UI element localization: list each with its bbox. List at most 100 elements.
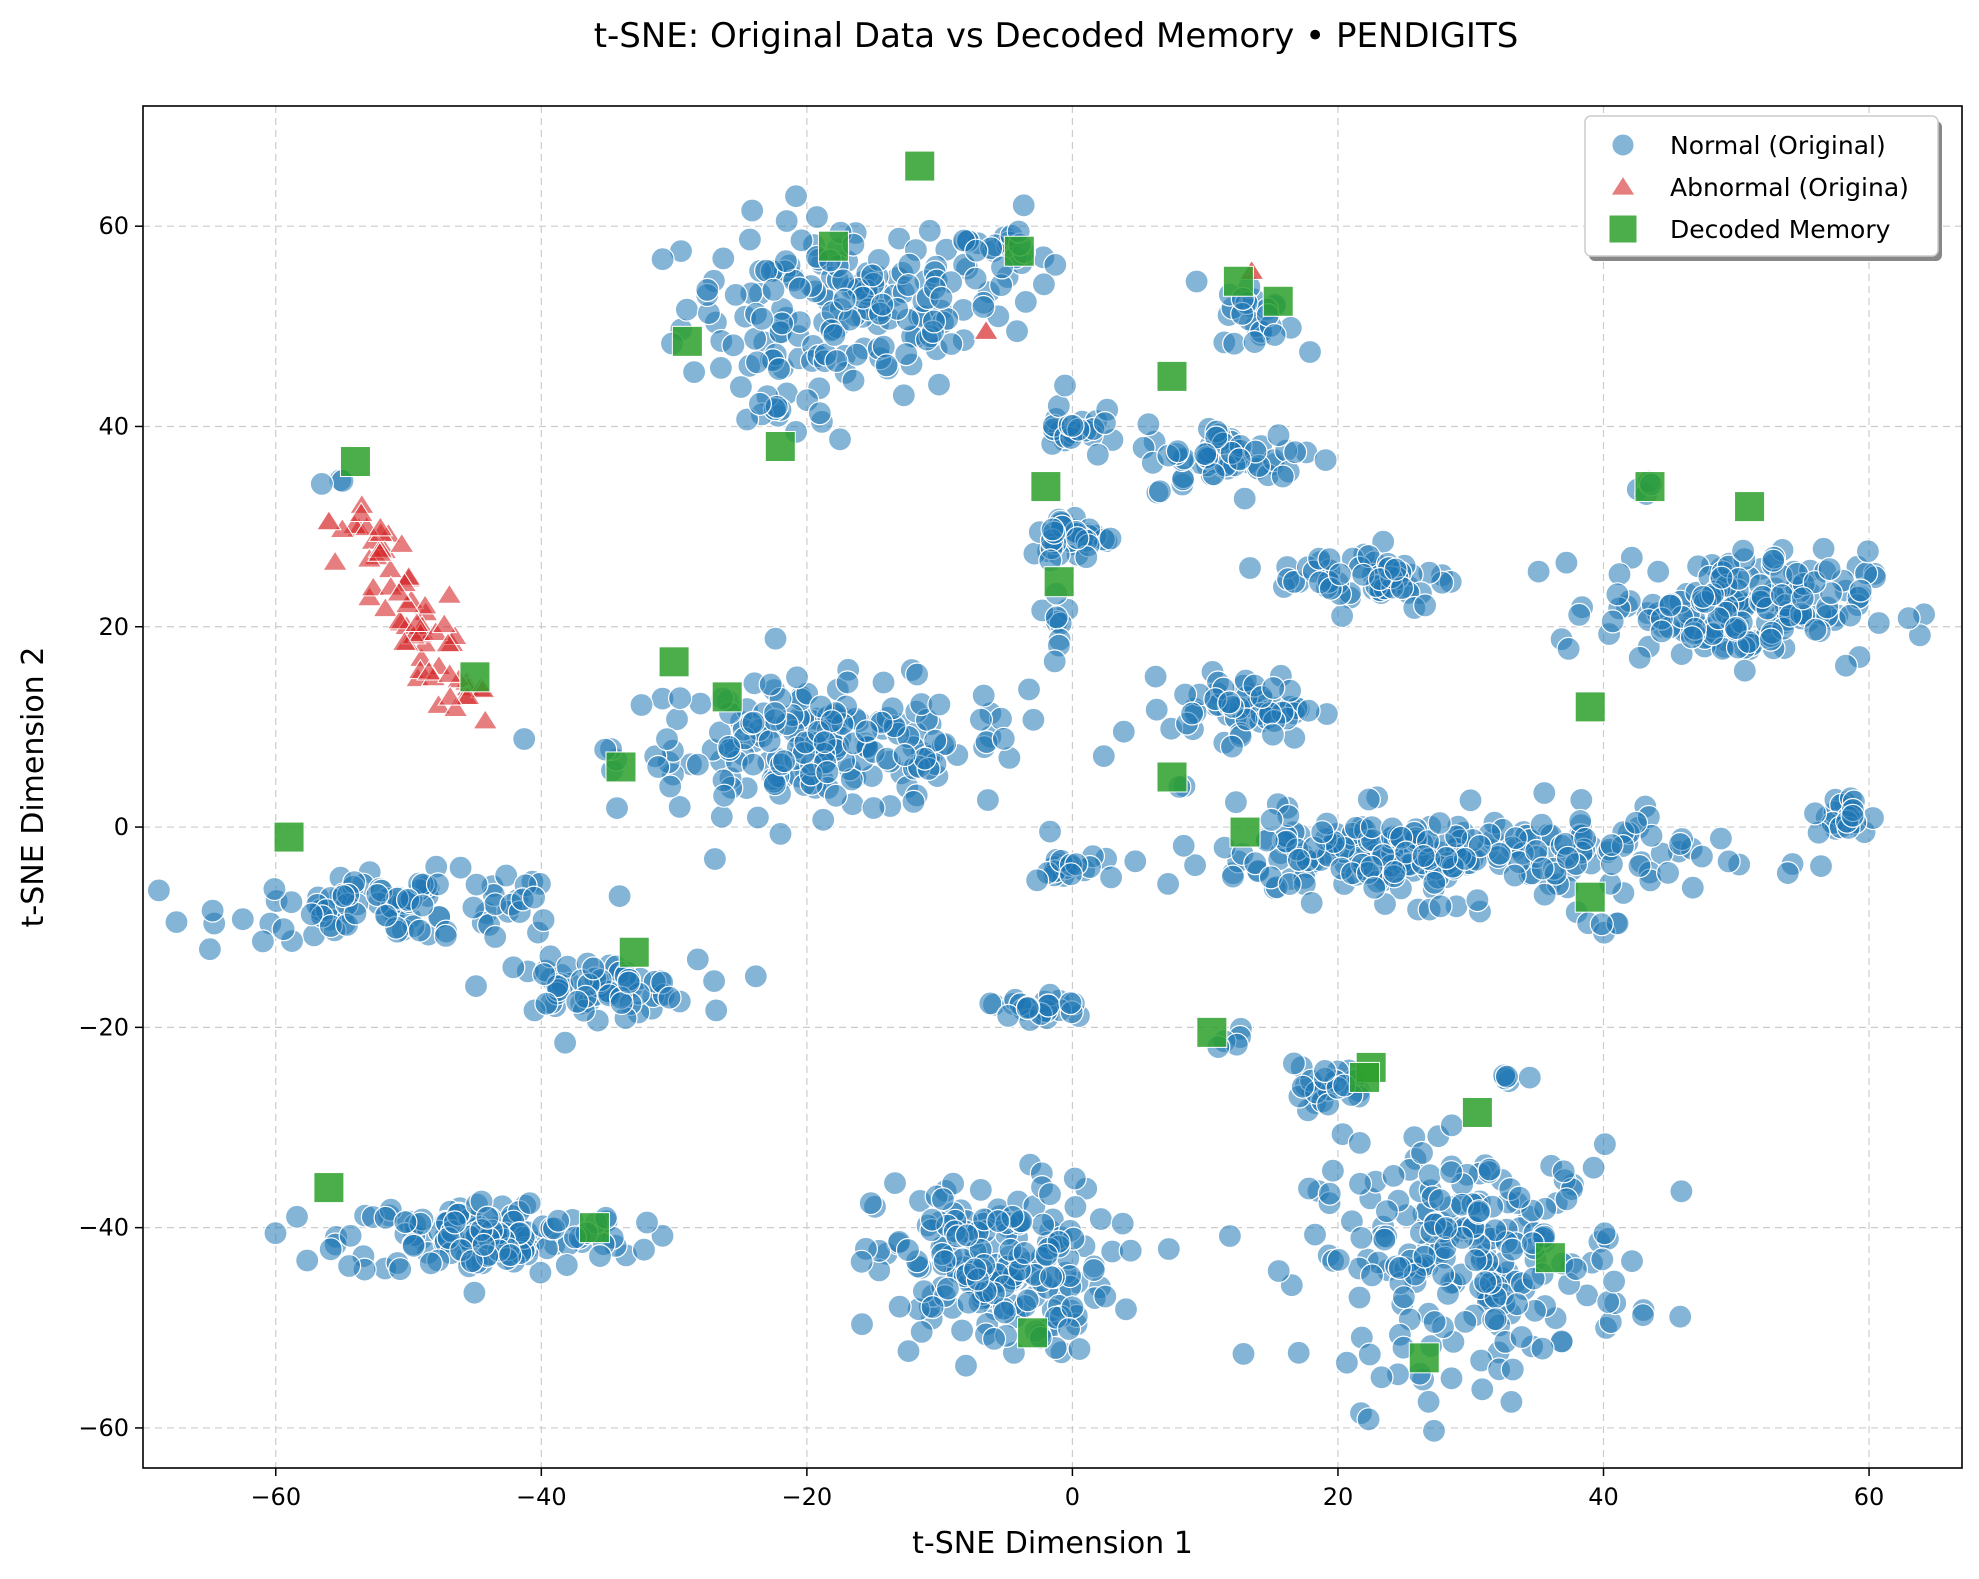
- normal-point: [1381, 1163, 1406, 1189]
- normal-point: [1619, 1248, 1645, 1274]
- normal-point: [650, 247, 675, 272]
- normal-point: [674, 297, 700, 322]
- abnormal-point: [386, 581, 413, 602]
- normal-point: [1357, 1342, 1382, 1367]
- normal-point: [708, 355, 734, 380]
- normal-point: [858, 1190, 883, 1216]
- normal-point: [711, 783, 737, 808]
- y-tick-label: −60: [78, 1414, 129, 1442]
- normal-point: [1581, 1155, 1606, 1180]
- normal-point: [1655, 860, 1681, 886]
- normal-point: [1044, 605, 1069, 630]
- normal-point: [1098, 526, 1123, 551]
- normal-point: [374, 903, 399, 928]
- normal-point: [607, 883, 632, 909]
- normal-point: [811, 807, 836, 832]
- normal-point: [1356, 787, 1381, 812]
- normal-point: [882, 1170, 908, 1196]
- normal-point: [1060, 1295, 1085, 1320]
- decoded-memory-point: [658, 646, 690, 678]
- abnormal-point: [437, 685, 464, 706]
- normal-point: [230, 907, 255, 932]
- normal-point: [1310, 820, 1335, 845]
- normal-point: [393, 1209, 418, 1235]
- normal-point: [629, 692, 654, 718]
- normal-point: [1031, 272, 1057, 297]
- normal-point: [1530, 856, 1555, 881]
- normal-point: [1015, 996, 1040, 1021]
- x-tick-label: −60: [250, 1483, 301, 1511]
- normal-point: [250, 929, 275, 954]
- abnormal-point: [403, 611, 430, 633]
- abnormal-point: [366, 541, 393, 562]
- normal-point: [1312, 1058, 1338, 1084]
- normal-point: [743, 964, 768, 989]
- normal-point: [1290, 1074, 1315, 1099]
- decoded-memory-point: [313, 1172, 345, 1204]
- decoded-memory-point: [1043, 566, 1075, 598]
- normal-point: [459, 1249, 484, 1274]
- normal-point: [1758, 627, 1783, 652]
- normal-point: [894, 342, 919, 367]
- normal-point: [1412, 1244, 1437, 1269]
- normal-point: [1554, 1187, 1579, 1212]
- normal-point: [1277, 871, 1302, 897]
- decoded-memory-point: [1634, 471, 1666, 503]
- decoded-memory-point: [904, 150, 936, 182]
- axis-ticks: −60 −40 −20 0 20 40 60 −60 −40 −20 0 20 40 60: [78, 212, 1884, 1511]
- normal-point: [1509, 1324, 1534, 1350]
- normal-point: [849, 1249, 874, 1274]
- abnormal-point: [315, 509, 342, 531]
- normal-point: [971, 294, 996, 320]
- normal-point: [939, 331, 964, 357]
- normal-point: [1220, 864, 1246, 889]
- decoded-memory-point: [1262, 285, 1294, 317]
- normal-point: [1349, 1225, 1374, 1251]
- normal-point: [1136, 412, 1161, 437]
- normal-point: [991, 726, 1016, 751]
- normal-point: [146, 878, 171, 903]
- normal-point: [1833, 653, 1859, 678]
- normal-point: [1058, 862, 1084, 887]
- normal-point: [930, 1187, 956, 1212]
- normal-point: [1024, 868, 1050, 893]
- normal-point: [1193, 442, 1218, 467]
- normal-point: [1184, 269, 1209, 294]
- normal-point: [1639, 823, 1664, 848]
- normal-point: [1483, 1307, 1508, 1332]
- normal-point: [271, 917, 296, 942]
- normal-point: [1428, 894, 1453, 919]
- normal-point: [1046, 393, 1071, 418]
- normal-point: [1417, 1163, 1443, 1188]
- normal-point: [1769, 582, 1795, 608]
- decoded-memory-point: [817, 230, 849, 262]
- normal-point: [650, 1223, 675, 1248]
- normal-point: [1011, 193, 1036, 218]
- normal-point: [546, 1208, 571, 1233]
- normal-point: [1359, 854, 1384, 879]
- normal-point: [804, 204, 830, 230]
- normal-point: [1532, 780, 1557, 806]
- legend-label: Abnormal (Origina): [1670, 173, 1909, 202]
- normal-point: [1227, 447, 1252, 472]
- x-tick-label: −40: [516, 1483, 567, 1511]
- normal-point: [763, 626, 788, 651]
- normal-point: [1067, 1336, 1092, 1362]
- normal-point: [769, 311, 795, 336]
- normal-point: [1680, 875, 1705, 900]
- normal-point: [1286, 847, 1312, 872]
- normal-point: [1848, 578, 1873, 603]
- normal-point: [1592, 1221, 1617, 1246]
- normal-point: [1260, 722, 1286, 747]
- legend-normal-marker: [1611, 133, 1635, 157]
- normal-point: [667, 685, 693, 711]
- abnormal-point: [348, 501, 375, 523]
- normal-point: [1690, 584, 1716, 609]
- abnormal-point: [472, 709, 499, 730]
- normal-point: [1554, 550, 1579, 575]
- normal-point: [741, 710, 766, 735]
- normal-point: [962, 1257, 988, 1282]
- decoded-memory-point: [1030, 471, 1062, 503]
- normal-point: [1421, 1418, 1447, 1443]
- normal-point: [964, 238, 989, 263]
